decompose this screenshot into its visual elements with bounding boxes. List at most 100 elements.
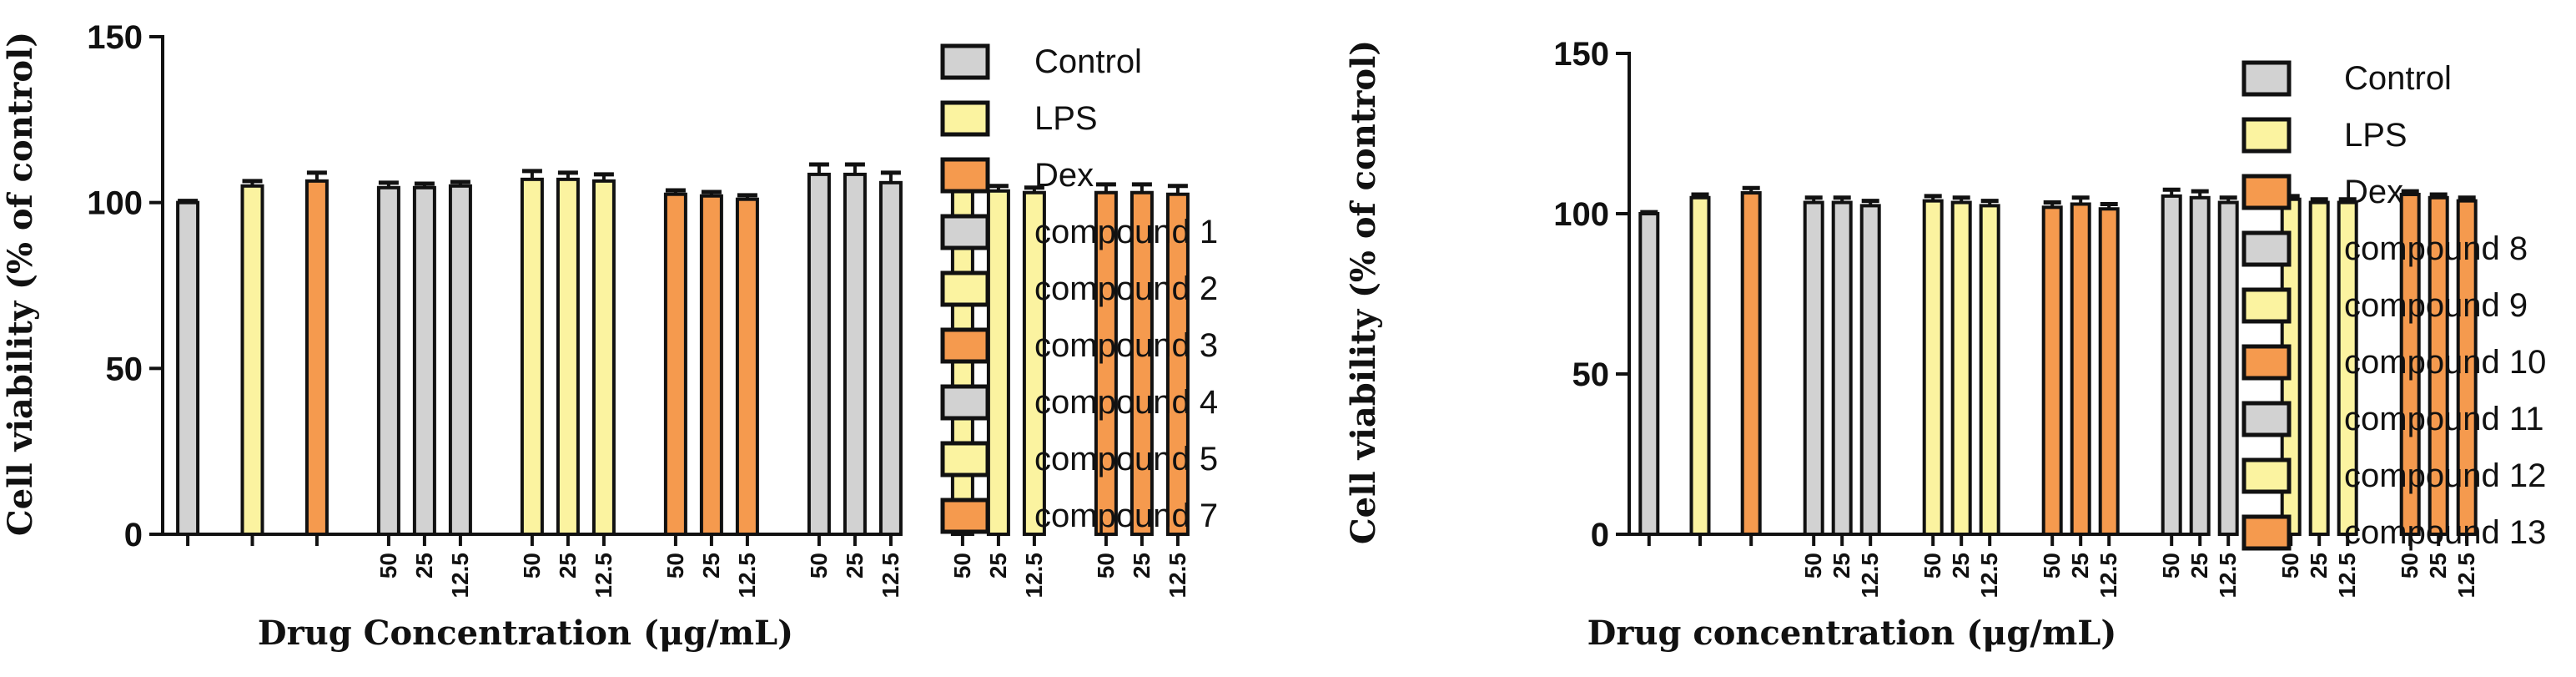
bar: [1638, 212, 1660, 536]
x-tick-label: 12.5: [1976, 553, 2002, 599]
x-tick-label: 25: [1948, 553, 1974, 578]
x-tick-label: 50: [806, 553, 832, 578]
x-tick-label: 50: [2158, 553, 2184, 578]
y-tick-label: 150: [87, 19, 143, 56]
x-axis-title: Drug concentration (μg/mL): [1587, 614, 2117, 653]
x-tick-label: 25: [2186, 553, 2212, 578]
bar: [2189, 195, 2211, 537]
x-tick-label: 25: [2067, 553, 2093, 578]
x-tick-label: 25: [985, 553, 1011, 578]
legend-swatch: [2241, 230, 2292, 267]
bar: [699, 194, 723, 536]
bar: [986, 189, 1010, 536]
legend-label: compound 3: [1034, 327, 1218, 364]
legend-label: LPS: [2344, 117, 2407, 154]
x-tick-label: 25: [698, 553, 724, 578]
y-tick-label: 50: [106, 351, 143, 387]
legend-swatch: [940, 270, 990, 307]
x-tick-label: 25: [555, 553, 581, 578]
x-tick-label: 50: [662, 553, 688, 578]
legend-swatch: [2241, 401, 2292, 437]
bar: [2041, 205, 2063, 536]
legend-label: Dex: [1034, 157, 1094, 194]
x-tick-label: 50: [1919, 553, 1945, 578]
bar: [376, 185, 400, 537]
x-axis-title: Drug Concentration (μg/mL): [258, 614, 793, 653]
y-axis-title: Cell viability (% of control): [1344, 40, 1383, 544]
x-tick-label: 50: [2397, 553, 2423, 578]
legend-swatch: [2241, 60, 2292, 97]
x-tick-label: 50: [519, 553, 545, 578]
y-tick-label: 0: [1591, 517, 1609, 553]
bar: [2308, 200, 2330, 536]
legend-label: LPS: [1034, 100, 1098, 137]
bar: [304, 179, 329, 536]
legend-swatch: [940, 498, 990, 534]
x-tick-label: 25: [2425, 553, 2451, 578]
legend-label: Control: [1034, 43, 1142, 80]
legend-label: compound 11: [2344, 401, 2543, 437]
x-tick-label: 12.5: [2453, 553, 2479, 599]
x-tick-label: 12.5: [2096, 553, 2121, 599]
bar: [2070, 202, 2091, 536]
x-tick-label: 50: [2277, 553, 2303, 578]
legend-label: Control: [2344, 60, 2452, 97]
bar: [176, 200, 200, 537]
legend-label: compound 13: [2344, 514, 2546, 551]
legend-label: compound 2: [1034, 270, 1218, 307]
legend-swatch: [2241, 117, 2292, 154]
legend-swatch: [2241, 514, 2292, 551]
bar: [843, 172, 867, 536]
x-tick-label: 12.5: [2334, 553, 2360, 599]
bar: [807, 172, 831, 536]
x-tick-label: 12.5: [1021, 553, 1047, 599]
legend-swatch: [940, 441, 990, 477]
legend-swatch: [2241, 344, 2292, 381]
x-tick-label: 25: [1129, 553, 1155, 578]
legend-swatch: [940, 384, 990, 421]
chart-panel-1: 0 50 100 150 Cell viability (% of control) Dr…: [1, 19, 1218, 653]
legend-swatch: [940, 43, 990, 80]
y-axis-title: Cell viability (% of control): [1, 32, 40, 536]
x-tick-label: 25: [842, 553, 868, 578]
bar: [2098, 207, 2120, 537]
bar: [663, 192, 687, 536]
x-tick-label: 50: [949, 553, 975, 578]
bar: [1950, 200, 1972, 536]
bar: [1740, 191, 1762, 536]
bar: [591, 179, 616, 536]
bar: [448, 184, 472, 537]
bar: [2217, 200, 2239, 536]
legend-swatch: [940, 327, 990, 364]
legend-label: Dex: [2344, 174, 2403, 210]
bar: [240, 184, 264, 537]
chart-panel-2: 0 50 100 150 Cell viability (% of control) Dr…: [1344, 36, 2546, 653]
y-tick-label: 150: [1553, 36, 1609, 73]
x-tick-label: 12.5: [2215, 553, 2241, 599]
legend-swatch: [2241, 457, 2292, 494]
y-tick-label: 0: [124, 517, 143, 553]
x-tick-label: 12.5: [1857, 553, 1883, 599]
bar: [1922, 199, 1944, 536]
bar: [412, 185, 436, 537]
bar: [556, 177, 580, 536]
x-tick-label: 50: [375, 553, 401, 578]
legend-label: compound 1: [1034, 214, 1218, 250]
legend-swatch: [2241, 174, 2292, 210]
legend-label: compound 9: [2344, 287, 2528, 324]
x-tick-label: 25: [411, 553, 437, 578]
legend-label: compound 4: [1034, 384, 1218, 421]
legend-label: compound 7: [1034, 498, 1218, 534]
bar: [2161, 194, 2182, 536]
legend-swatch: [2241, 287, 2292, 324]
x-tick-label: 50: [1093, 553, 1119, 578]
x-tick-label: 12.5: [447, 553, 473, 599]
x-tick-label: 25: [1829, 553, 1854, 578]
y-tick-label: 100: [87, 185, 143, 222]
x-tick-label: 50: [1800, 553, 1826, 578]
bar: [1689, 195, 1711, 537]
x-tick-label: 25: [2306, 553, 2332, 578]
legend-label: compound 5: [1034, 441, 1218, 477]
